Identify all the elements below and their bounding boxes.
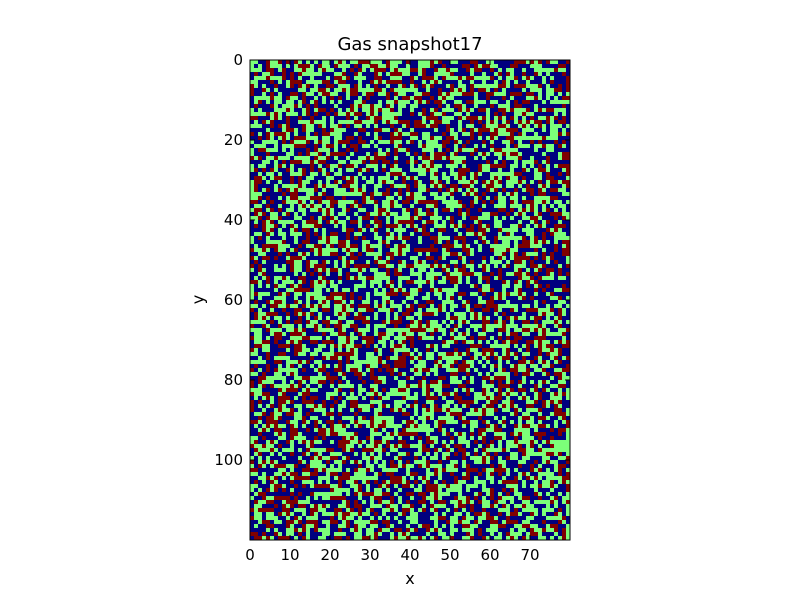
x-tick-label: 30 <box>360 546 379 564</box>
y-tick-label: 20 <box>224 131 243 149</box>
y-tick-label: 40 <box>224 211 243 229</box>
chart-title: Gas snapshot17 <box>337 34 483 55</box>
x-tick-label: 50 <box>440 546 459 564</box>
x-tick-label: 0 <box>245 546 255 564</box>
y-axis-label: y <box>188 294 208 305</box>
x-axis-label: x <box>405 569 415 588</box>
heatmap-image <box>250 60 570 540</box>
x-tick-label: 10 <box>280 546 299 564</box>
x-tick-label: 40 <box>400 546 419 564</box>
y-tick-label: 80 <box>224 371 243 389</box>
y-tick-label: 60 <box>224 291 243 309</box>
x-tick-label: 20 <box>320 546 339 564</box>
y-tick-label: 0 <box>233 51 243 69</box>
x-tick-label: 70 <box>520 546 539 564</box>
x-tick-label: 60 <box>480 546 499 564</box>
plot-frame <box>249 59 571 541</box>
y-tick-label: 100 <box>214 451 243 469</box>
